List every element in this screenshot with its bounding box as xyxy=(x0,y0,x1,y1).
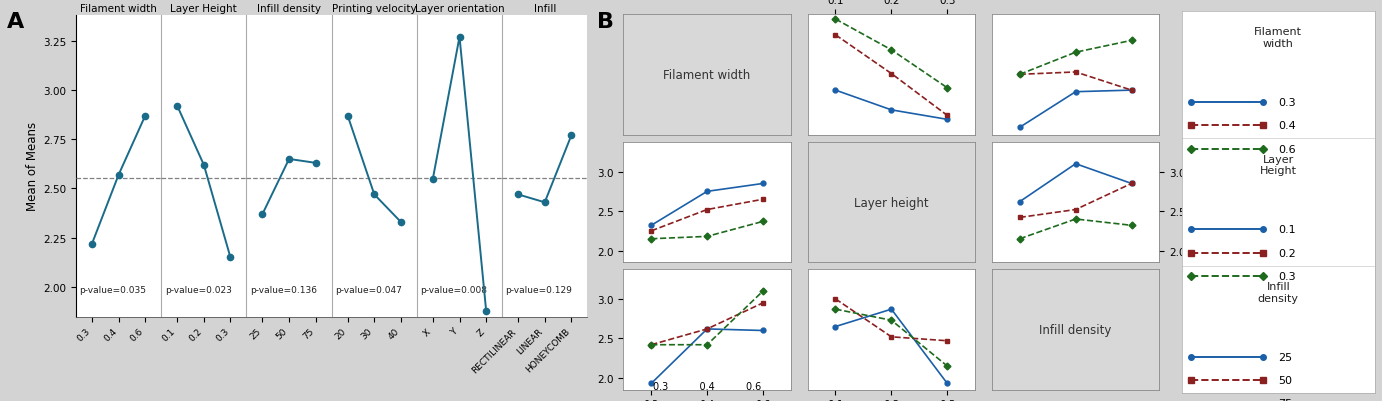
Text: 0.3: 0.3 xyxy=(1278,98,1296,108)
Title: Infill density: Infill density xyxy=(257,4,321,14)
Text: Filament width: Filament width xyxy=(663,69,750,82)
Text: Layer height: Layer height xyxy=(854,196,929,209)
Y-axis label: Mean of Means: Mean of Means xyxy=(26,122,39,211)
Text: 75: 75 xyxy=(1278,398,1292,401)
Text: B: B xyxy=(597,12,614,32)
Text: Filament
width: Filament width xyxy=(1255,27,1302,49)
Title: Printing velocity: Printing velocity xyxy=(332,4,416,14)
Title: Layer orientation: Layer orientation xyxy=(415,4,504,14)
Text: p-value=0.008: p-value=0.008 xyxy=(420,285,488,294)
Text: p-value=0.035: p-value=0.035 xyxy=(79,285,146,294)
Title: Layer Height: Layer Height xyxy=(170,4,238,14)
Text: 25: 25 xyxy=(1278,352,1292,362)
Text: 0.3          0.4          0.6: 0.3 0.4 0.6 xyxy=(654,381,761,391)
Text: A: A xyxy=(7,12,23,32)
Text: p-value=0.129: p-value=0.129 xyxy=(506,285,572,294)
Text: 0.2: 0.2 xyxy=(1278,248,1296,258)
Title: Filament width: Filament width xyxy=(80,4,158,14)
Text: p-value=0.023: p-value=0.023 xyxy=(164,285,232,294)
Text: Layer
Height: Layer Height xyxy=(1260,154,1296,176)
Text: 0.1: 0.1 xyxy=(1278,225,1296,235)
Text: 0.3: 0.3 xyxy=(1278,271,1296,282)
Text: 0.6: 0.6 xyxy=(1278,144,1296,154)
Text: p-value=0.047: p-value=0.047 xyxy=(334,285,402,294)
Text: 0.4: 0.4 xyxy=(1278,121,1296,131)
Text: Infill
density: Infill density xyxy=(1258,281,1299,303)
Text: Infill density: Infill density xyxy=(1039,323,1113,336)
Text: p-value=0.136: p-value=0.136 xyxy=(250,285,316,294)
Title: Infill: Infill xyxy=(533,4,556,14)
Text: 50: 50 xyxy=(1278,375,1292,385)
